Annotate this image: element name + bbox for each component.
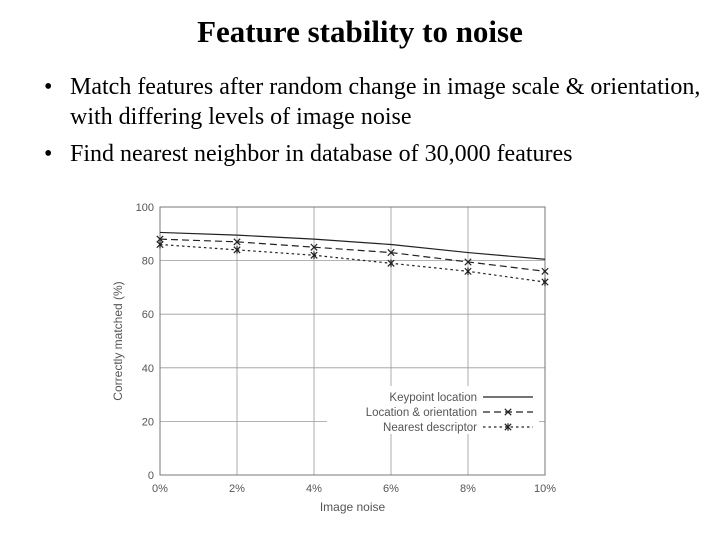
bullet-dot: • <box>44 141 53 167</box>
data-point-marker <box>387 259 395 268</box>
x-tick-label: 10% <box>534 483 556 495</box>
data-point-marker <box>233 238 241 246</box>
data-point-marker <box>310 243 318 251</box>
plot-frame <box>159 206 546 476</box>
legend: Keypoint location Location & orientation N… <box>327 386 539 434</box>
bullet-list: • Match features after random change in … <box>44 72 704 176</box>
x-tick-label: 0% <box>152 483 168 495</box>
data-point-marker <box>464 258 472 266</box>
y-tick-label: 80 <box>142 256 154 268</box>
x-tick-label: 4% <box>306 483 322 495</box>
x-axis-label: Image noise <box>320 500 386 514</box>
x-tick-label: 2% <box>229 483 245 495</box>
data-point-marker <box>156 235 164 243</box>
legend-label: Nearest descriptor <box>383 422 477 434</box>
legend-box <box>327 386 539 434</box>
data-point-marker <box>541 278 549 286</box>
data-point-marker <box>156 240 164 249</box>
grid <box>160 207 545 475</box>
y-axis-label: Correctly matched (%) <box>111 281 125 400</box>
axes: 0 20 40 60 80 100 0% 2% 4% 6% 8% 10% Image noise Corr… <box>111 202 556 514</box>
series-line <box>159 231 546 260</box>
series-line <box>159 243 546 283</box>
legend-label: Keypoint location <box>389 392 477 404</box>
x-tick-label: 8% <box>460 483 476 495</box>
y-tick-label: 40 <box>142 363 154 375</box>
data-point-marker <box>387 248 395 257</box>
data-point-marker <box>233 246 241 254</box>
line-chart: 0 20 40 60 80 100 0% 2% 4% 6% 8% 10% Image noise Corr… <box>111 202 556 514</box>
bullet-item: • Match features after random change in … <box>44 72 704 132</box>
data-point-marker <box>541 267 549 275</box>
y-tick-label: 0 <box>148 470 154 482</box>
y-tick-label: 20 <box>142 416 154 428</box>
bullet-dot: • <box>44 74 53 100</box>
series <box>156 231 549 286</box>
data-point-marker <box>464 267 472 276</box>
data-point-marker <box>310 251 318 260</box>
y-tick-label: 100 <box>136 202 154 214</box>
x-tick-label: 6% <box>383 483 399 495</box>
bullet-text: Find nearest neighbor in database of 30,… <box>70 141 573 167</box>
series-line <box>159 238 546 272</box>
bullet-text: Match features after random change in im… <box>70 74 701 130</box>
data-point-marker <box>504 423 512 431</box>
legend-label: Location & orientation <box>366 407 477 419</box>
data-point-marker <box>504 408 512 416</box>
slide-title: Feature stability to noise <box>197 14 523 49</box>
y-tick-label: 60 <box>142 309 154 321</box>
bullet-item: • Find nearest neighbor in database of 3… <box>44 139 704 169</box>
